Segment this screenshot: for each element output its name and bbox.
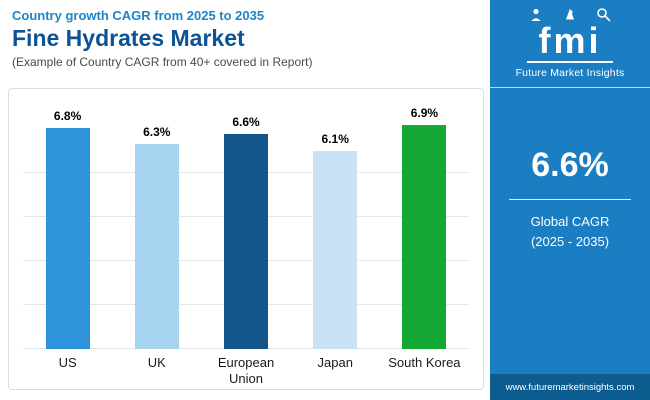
global-cagr-period: (2025 - 2035): [530, 234, 610, 250]
bar-value-label: 6.1%: [321, 132, 349, 146]
bar: [224, 134, 268, 349]
page-title: Fine Hydrates Market: [12, 25, 245, 51]
bar-column: 6.6%: [201, 115, 290, 349]
x-axis-label: South Korea: [388, 355, 461, 370]
bars: 6.8% 6.3% 6.6% 6.1% 6.9%: [23, 89, 469, 349]
bar-column: 6.9%: [380, 106, 469, 349]
sidebar: fmi Future Market Insights 6.6% Global C…: [490, 0, 650, 400]
bar: [134, 144, 179, 349]
global-cagr-value: 6.6%: [531, 146, 609, 185]
bar-chart: 6.8% 6.3% 6.6% 6.1% 6.9% US UK European Union J…: [8, 88, 484, 390]
bar: [45, 128, 90, 349]
brand-name: Future Market Insights: [515, 67, 625, 80]
chart-header: Country growth CAGR from 2025 to 2035 Fi…: [12, 8, 482, 69]
bar-value-label: 6.9%: [410, 106, 439, 120]
x-axis-label: Japan: [317, 355, 353, 370]
sidebar-divider: [490, 87, 650, 89]
fmi-logo-text: fmi: [538, 20, 602, 61]
website-link[interactable]: www.futuremarketinsights.com: [505, 381, 635, 393]
fmi-logo-underline: [527, 61, 613, 64]
fmi-logo: fmi Future Market Insights: [490, 0, 650, 89]
fmi-logo-icons: [531, 8, 611, 22]
x-axis-label: European Union: [217, 355, 275, 387]
chart-subtitle: (Example of Country CAGR from 40+ covere…: [12, 55, 313, 70]
bar-column: 6.1%: [291, 132, 380, 349]
global-cagr-label-text: Global CAGR: [530, 214, 610, 230]
bar: [313, 151, 358, 349]
bar: [402, 125, 447, 349]
sidebar-footer: www.futuremarketinsights.com: [490, 374, 650, 400]
bar-value-label: 6.8%: [53, 109, 82, 123]
bar-column: 6.3%: [112, 125, 201, 349]
x-axis-labels: US UK European Union Japan South Korea: [23, 355, 469, 388]
global-cagr-label: Global CAGR (2025 - 2035): [490, 212, 650, 252]
bar-value-label: 6.6%: [232, 115, 260, 129]
bar-value-label: 6.3%: [143, 125, 171, 139]
chart-eyebrow: Country growth CAGR from 2025 to 2035: [12, 8, 265, 23]
x-axis-label: US: [58, 355, 77, 370]
bar-column: 6.8%: [23, 109, 112, 349]
cagr-divider: [509, 199, 631, 201]
x-axis-label: UK: [147, 355, 166, 370]
